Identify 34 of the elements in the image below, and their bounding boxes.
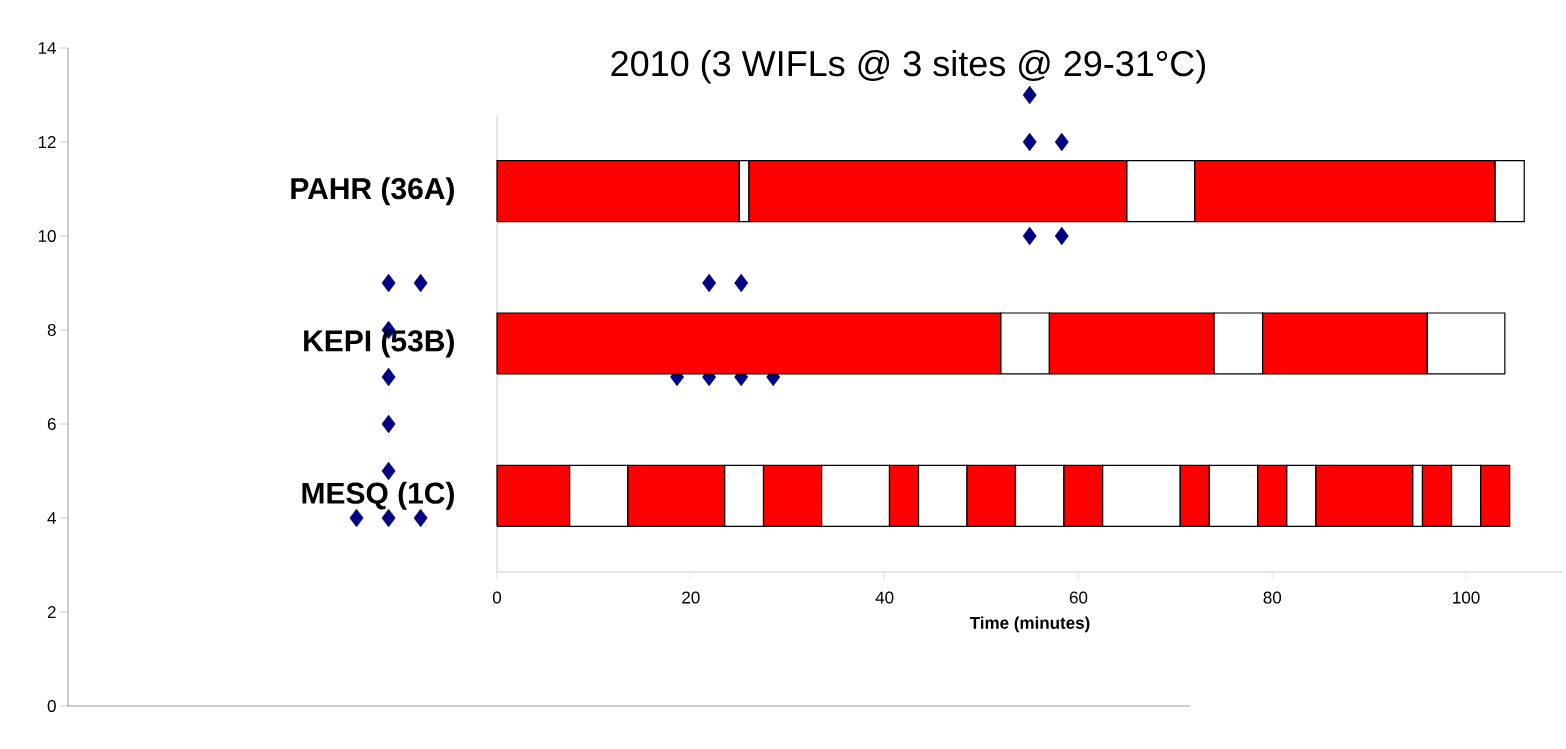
point [349,508,364,528]
point [381,367,396,387]
point [413,508,428,528]
x-tick-label: 20 [682,591,700,604]
y-tick-label: 4 [47,512,56,524]
y-tick-label: MESQ (1C) [302,481,454,510]
y-tick-label: 10 [38,229,56,243]
y-tick-label: 2 [47,606,56,618]
y-tick-label: PAHR (36A) [291,177,454,206]
x-tick-label: 60 [1069,591,1088,604]
point [381,414,396,434]
y-tick-label: 6 [47,417,56,431]
point [734,273,749,293]
y-tick-label: KEPI (53B) [304,329,454,358]
y-tick-label: 12 [38,136,56,148]
x-tick-label: 80 [1263,591,1282,604]
y-tick-label: 8 [47,323,56,337]
x-tick-label: 40 [875,591,894,604]
y-tick-label: 0 [47,699,56,713]
point [413,273,428,293]
point [702,273,717,293]
point [1022,132,1037,152]
chart-title: 2010 (3 WIFLs @ 3 sites @ 29-31°C) [611,49,1205,84]
x-tick-label: 0 [492,591,502,604]
point [381,461,396,481]
point [1022,226,1037,246]
x-axis-title: Time (minutes) [969,616,1090,633]
point [381,508,396,528]
y-tick-label: 14 [38,42,56,54]
point [1054,226,1069,246]
point [1054,132,1069,152]
point [1022,85,1037,105]
point [381,273,396,293]
x-tick-label: 100 [1453,591,1480,604]
